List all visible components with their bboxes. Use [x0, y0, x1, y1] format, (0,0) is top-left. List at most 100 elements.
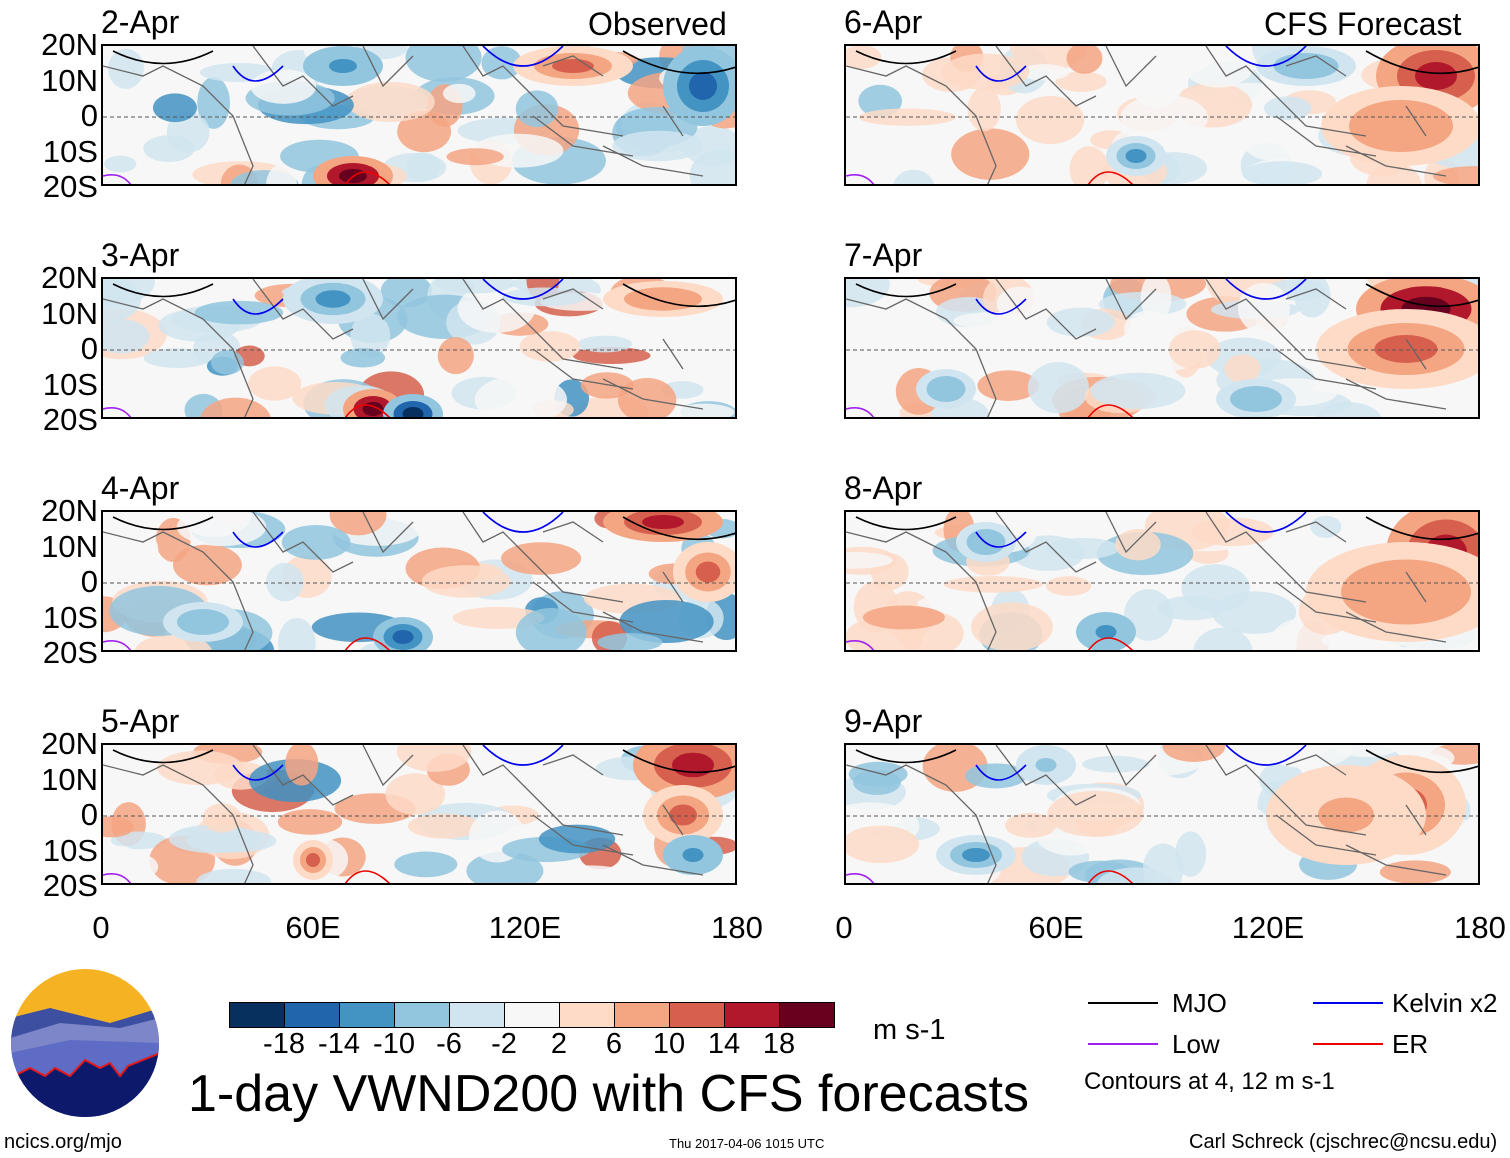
colorbar-tick-label: 18 — [762, 1028, 796, 1060]
wave-contour — [112, 50, 214, 65]
colorbar-tick-label: 2 — [550, 1028, 568, 1060]
coastlines — [103, 745, 704, 883]
x-tick-label: 60E — [1028, 910, 1084, 945]
anomaly-blob — [541, 865, 636, 883]
anomaly-core — [642, 292, 684, 306]
anomaly-blob — [953, 312, 1032, 330]
anomaly-blob — [612, 130, 704, 162]
wave-contour — [1225, 745, 1307, 766]
anomaly-blob — [1009, 46, 1087, 71]
map-canvas — [846, 279, 1478, 417]
anomaly-blob — [143, 348, 212, 368]
y-tick-label: 0 — [80, 98, 98, 133]
anomaly-blob — [1205, 802, 1269, 849]
x-tick-label: 120E — [488, 910, 562, 945]
colorbar-swatch — [395, 1003, 450, 1027]
map-panel-6-Apr — [844, 44, 1480, 186]
anomaly-blob — [597, 633, 663, 650]
anomaly-blob — [1015, 96, 1085, 145]
y-tick-label: 0 — [80, 797, 98, 832]
anomaly-core — [689, 72, 717, 100]
anomaly-blob — [1224, 354, 1261, 383]
anomaly-core — [695, 561, 721, 583]
wave-contour — [975, 298, 1027, 315]
anomaly-blob — [266, 164, 297, 184]
anomaly-core — [315, 290, 351, 308]
anomaly-blob — [248, 366, 302, 401]
wave-contour — [1365, 516, 1478, 541]
anomaly-blob — [474, 375, 568, 417]
anomaly-blob — [1123, 589, 1174, 641]
anomaly-blob — [186, 829, 277, 853]
x-tick-label: 180 — [1454, 910, 1506, 945]
anomaly-blob — [446, 148, 504, 166]
anomaly-blob — [1124, 310, 1170, 348]
y-tick-label: 20S — [42, 169, 98, 204]
anomaly-blob — [1168, 330, 1221, 370]
anomaly-core — [1373, 112, 1429, 140]
wave-contour — [846, 174, 875, 184]
anomaly-blob — [109, 80, 144, 112]
anomaly-blob — [196, 868, 272, 883]
y-tick-label: 20N — [41, 493, 98, 528]
anomaly-blob — [200, 397, 271, 417]
anomaly-blob — [202, 803, 242, 833]
legend-line-mjo — [1088, 1002, 1158, 1004]
anomaly-blob — [538, 824, 616, 854]
anomaly-blob — [967, 87, 1001, 132]
anomaly-blob — [846, 551, 893, 569]
wave-contour — [103, 873, 132, 883]
anomaly-blob — [1241, 118, 1308, 161]
anomaly-blob — [166, 111, 210, 153]
anomaly-core — [1288, 59, 1324, 73]
anomaly-blob — [1046, 307, 1115, 337]
anomaly-blob — [1379, 860, 1451, 883]
anomaly-blob — [977, 370, 1039, 401]
colorbar-tick-label: 14 — [707, 1028, 741, 1060]
anomaly-blob — [1193, 627, 1253, 650]
wave-contour — [103, 407, 132, 417]
wave-contour — [482, 279, 564, 300]
anomaly-blob — [1120, 94, 1209, 142]
anomaly-blob — [971, 602, 1053, 650]
wave-contour — [622, 749, 735, 774]
panel-date-label: 8-Apr — [844, 470, 923, 506]
anomaly-blob — [1027, 361, 1089, 414]
wave-contour — [344, 171, 391, 184]
anomaly-blob — [1242, 161, 1323, 184]
anomaly-blob — [405, 46, 482, 83]
anomaly-core — [362, 402, 384, 416]
wave-contour — [232, 65, 284, 82]
footer-url[interactable]: ncics.org/mjo — [4, 1131, 122, 1153]
coastlines — [103, 512, 704, 650]
anomaly-core — [1035, 758, 1057, 772]
anomaly-blob — [287, 342, 330, 368]
wave-contour — [1225, 46, 1307, 67]
anomaly-blob — [385, 773, 446, 815]
colorbar-swatch — [505, 1003, 560, 1027]
wave-contour — [975, 531, 1027, 548]
coastlines — [846, 512, 1447, 650]
panel-date-label: 9-Apr — [844, 703, 923, 739]
y-tick-label: 0 — [80, 331, 98, 366]
figure-title: 1-day VWND200 with CFS forecasts — [188, 1065, 1029, 1123]
wave-contour — [482, 46, 564, 67]
column-title-observed: Observed — [588, 6, 727, 42]
colorbar-tick-label: -10 — [373, 1028, 415, 1060]
anomaly-blob — [197, 76, 230, 129]
anomaly-blob — [442, 83, 476, 104]
colorbar-tick-label: -18 — [263, 1028, 305, 1060]
y-tick-label: 20N — [41, 27, 98, 62]
x-tick-label: 0 — [92, 910, 110, 945]
anomaly-blob — [1066, 46, 1103, 74]
wave-contour — [855, 749, 957, 764]
y-tick-label: 20S — [42, 868, 98, 903]
map-panel-8-Apr — [844, 510, 1480, 652]
footer-timestamp: Thu 2017-04-06 1015 UTC — [669, 1136, 825, 1151]
anomaly-blob — [346, 81, 435, 123]
legend-label-low: Low — [1172, 1029, 1220, 1059]
anomaly-blob — [172, 544, 242, 586]
anomaly-blob — [1261, 745, 1353, 769]
map-panel-4-Apr — [101, 510, 737, 652]
y-tick-label: 10S — [42, 599, 98, 635]
